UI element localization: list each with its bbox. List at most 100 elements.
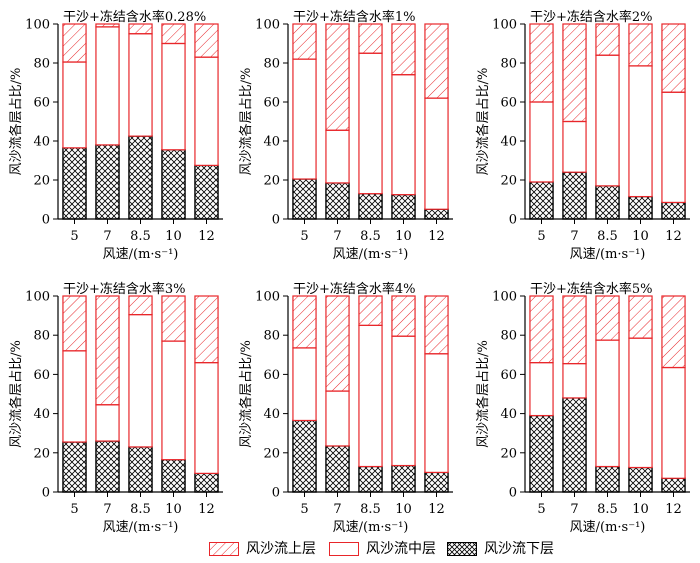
bar-upper-layer — [424, 23, 449, 99]
legend-label-lower-layer: 风沙流下层 — [484, 541, 554, 557]
bar-lower-layer — [529, 181, 554, 220]
bar-middle-layer — [325, 390, 350, 447]
x-tick-label: 10 — [632, 229, 649, 244]
legend-label-middle-layer: 风沙流中层 — [366, 541, 436, 557]
bar-upper-layer — [292, 23, 317, 60]
bar-upper-layer — [358, 23, 383, 54]
bar-middle-layer — [358, 324, 383, 468]
y-tick-label: 100 — [255, 290, 280, 305]
bar-middle-layer — [562, 120, 587, 173]
bar-middle-layer — [661, 366, 686, 479]
x-tick-label: 12 — [198, 229, 215, 244]
bar-upper-layer — [95, 23, 120, 28]
bar-upper-layer — [358, 295, 383, 326]
x-tick-label: 8.5 — [360, 229, 381, 244]
bar-lower-layer — [292, 178, 317, 220]
y-tick-label: 80 — [263, 57, 280, 72]
y-tick-label: 20 — [500, 174, 517, 189]
panel-title: 干沙+冻结含水率3% — [63, 281, 186, 297]
y-tick-label: 40 — [33, 135, 50, 150]
y-tick-label: 60 — [263, 368, 280, 383]
y-tick-label: 20 — [33, 446, 50, 461]
bar-middle-layer — [128, 33, 153, 137]
y-tick-label: 60 — [263, 96, 280, 111]
bar-lower-layer — [562, 171, 587, 220]
bar-middle-layer — [529, 101, 554, 183]
x-tick-label: 12 — [428, 229, 445, 244]
x-axis-label: 风速/(m·s⁻¹) — [570, 247, 646, 262]
y-tick-label: 40 — [500, 135, 517, 150]
x-tick-label: 10 — [632, 502, 649, 517]
x-tick-label: 7 — [570, 502, 578, 517]
y-tick-label: 20 — [33, 174, 50, 189]
bar-upper-layer — [661, 23, 686, 93]
bar-middle-layer — [62, 350, 87, 443]
x-tick-label: 5 — [70, 229, 78, 244]
bar-upper-layer — [325, 295, 350, 392]
x-tick-label: 8.5 — [597, 229, 618, 244]
bar-middle-layer — [628, 337, 653, 469]
bar-upper-layer — [292, 295, 317, 349]
x-tick-label: 10 — [395, 502, 412, 517]
bar-upper-layer — [161, 23, 186, 45]
x-tick-label: 12 — [665, 502, 682, 517]
x-axis-label: 风速/(m·s⁻¹) — [103, 247, 179, 262]
x-tick-label: 5 — [537, 229, 545, 244]
y-tick-label: 100 — [25, 18, 50, 33]
bar-middle-layer — [128, 314, 153, 448]
x-tick-label: 8.5 — [360, 502, 381, 517]
y-tick-label: 40 — [33, 407, 50, 422]
x-tick-label: 7 — [103, 229, 111, 244]
y-tick-label: 20 — [263, 174, 280, 189]
x-tick-label: 12 — [198, 502, 215, 517]
panel-title: 干沙+冻结含水率0.28% — [63, 9, 206, 25]
bar-lower-layer — [562, 397, 587, 493]
chart-panel-6: 0 20 40 60 80 100 5 7 8.5 10 12 干沙+冻结含水率5% 风速/(m·s⁻¹… — [475, 281, 690, 535]
x-tick-label: 7 — [103, 502, 111, 517]
x-tick-label: 12 — [665, 229, 682, 244]
x-axis-label: 风速/(m·s⁻¹) — [333, 247, 409, 262]
bar-lower-layer — [628, 466, 653, 493]
bar-middle-layer — [391, 74, 416, 196]
y-tick-label: 80 — [33, 57, 50, 72]
panel-title: 干沙+冻结含水率1% — [293, 9, 416, 25]
bar-middle-layer — [424, 97, 449, 210]
y-tick-label: 60 — [500, 96, 517, 111]
bar-lower-layer — [62, 441, 87, 493]
bar-lower-layer — [292, 419, 317, 493]
bar-middle-layer — [628, 65, 653, 198]
x-tick-label: 8.5 — [130, 502, 151, 517]
bar-lower-layer — [424, 471, 449, 493]
bar-middle-layer — [95, 26, 120, 146]
legend-label-upper-layer: 风沙流上层 — [246, 541, 316, 557]
x-axis-label: 风速/(m·s⁻¹) — [570, 520, 646, 535]
legend-swatch-lower-layer — [447, 542, 477, 556]
y-tick-label: 100 — [492, 18, 517, 33]
bar-lower-layer — [391, 193, 416, 220]
bar-middle-layer — [161, 42, 186, 151]
chart-panel-5: 0 20 40 60 80 100 5 7 8.5 10 12 干沙+冻结含水率4% 风速/(m·s⁻¹… — [238, 281, 453, 535]
x-tick-label: 12 — [428, 502, 445, 517]
y-tick-label: 0 — [509, 213, 517, 228]
bar-lower-layer — [661, 477, 686, 493]
y-tick-label: 80 — [263, 329, 280, 344]
bar-middle-layer — [562, 363, 587, 399]
x-tick-label: 8.5 — [130, 229, 151, 244]
bar-middle-layer — [325, 129, 350, 184]
bar-upper-layer — [595, 295, 620, 341]
bar-lower-layer — [661, 201, 686, 220]
bar-upper-layer — [62, 23, 87, 63]
y-tick-label: 60 — [33, 368, 50, 383]
bar-upper-layer — [595, 23, 620, 56]
bar-lower-layer — [62, 147, 87, 220]
bar-lower-layer — [194, 472, 219, 493]
bar-upper-layer — [391, 295, 416, 337]
bar-middle-layer — [292, 58, 317, 180]
bar-upper-layer — [194, 23, 219, 58]
bar-middle-layer — [391, 335, 416, 467]
y-tick-label: 0 — [42, 213, 50, 228]
y-tick-label: 60 — [500, 368, 517, 383]
bar-lower-layer — [325, 182, 350, 220]
bar-upper-layer — [128, 23, 153, 35]
